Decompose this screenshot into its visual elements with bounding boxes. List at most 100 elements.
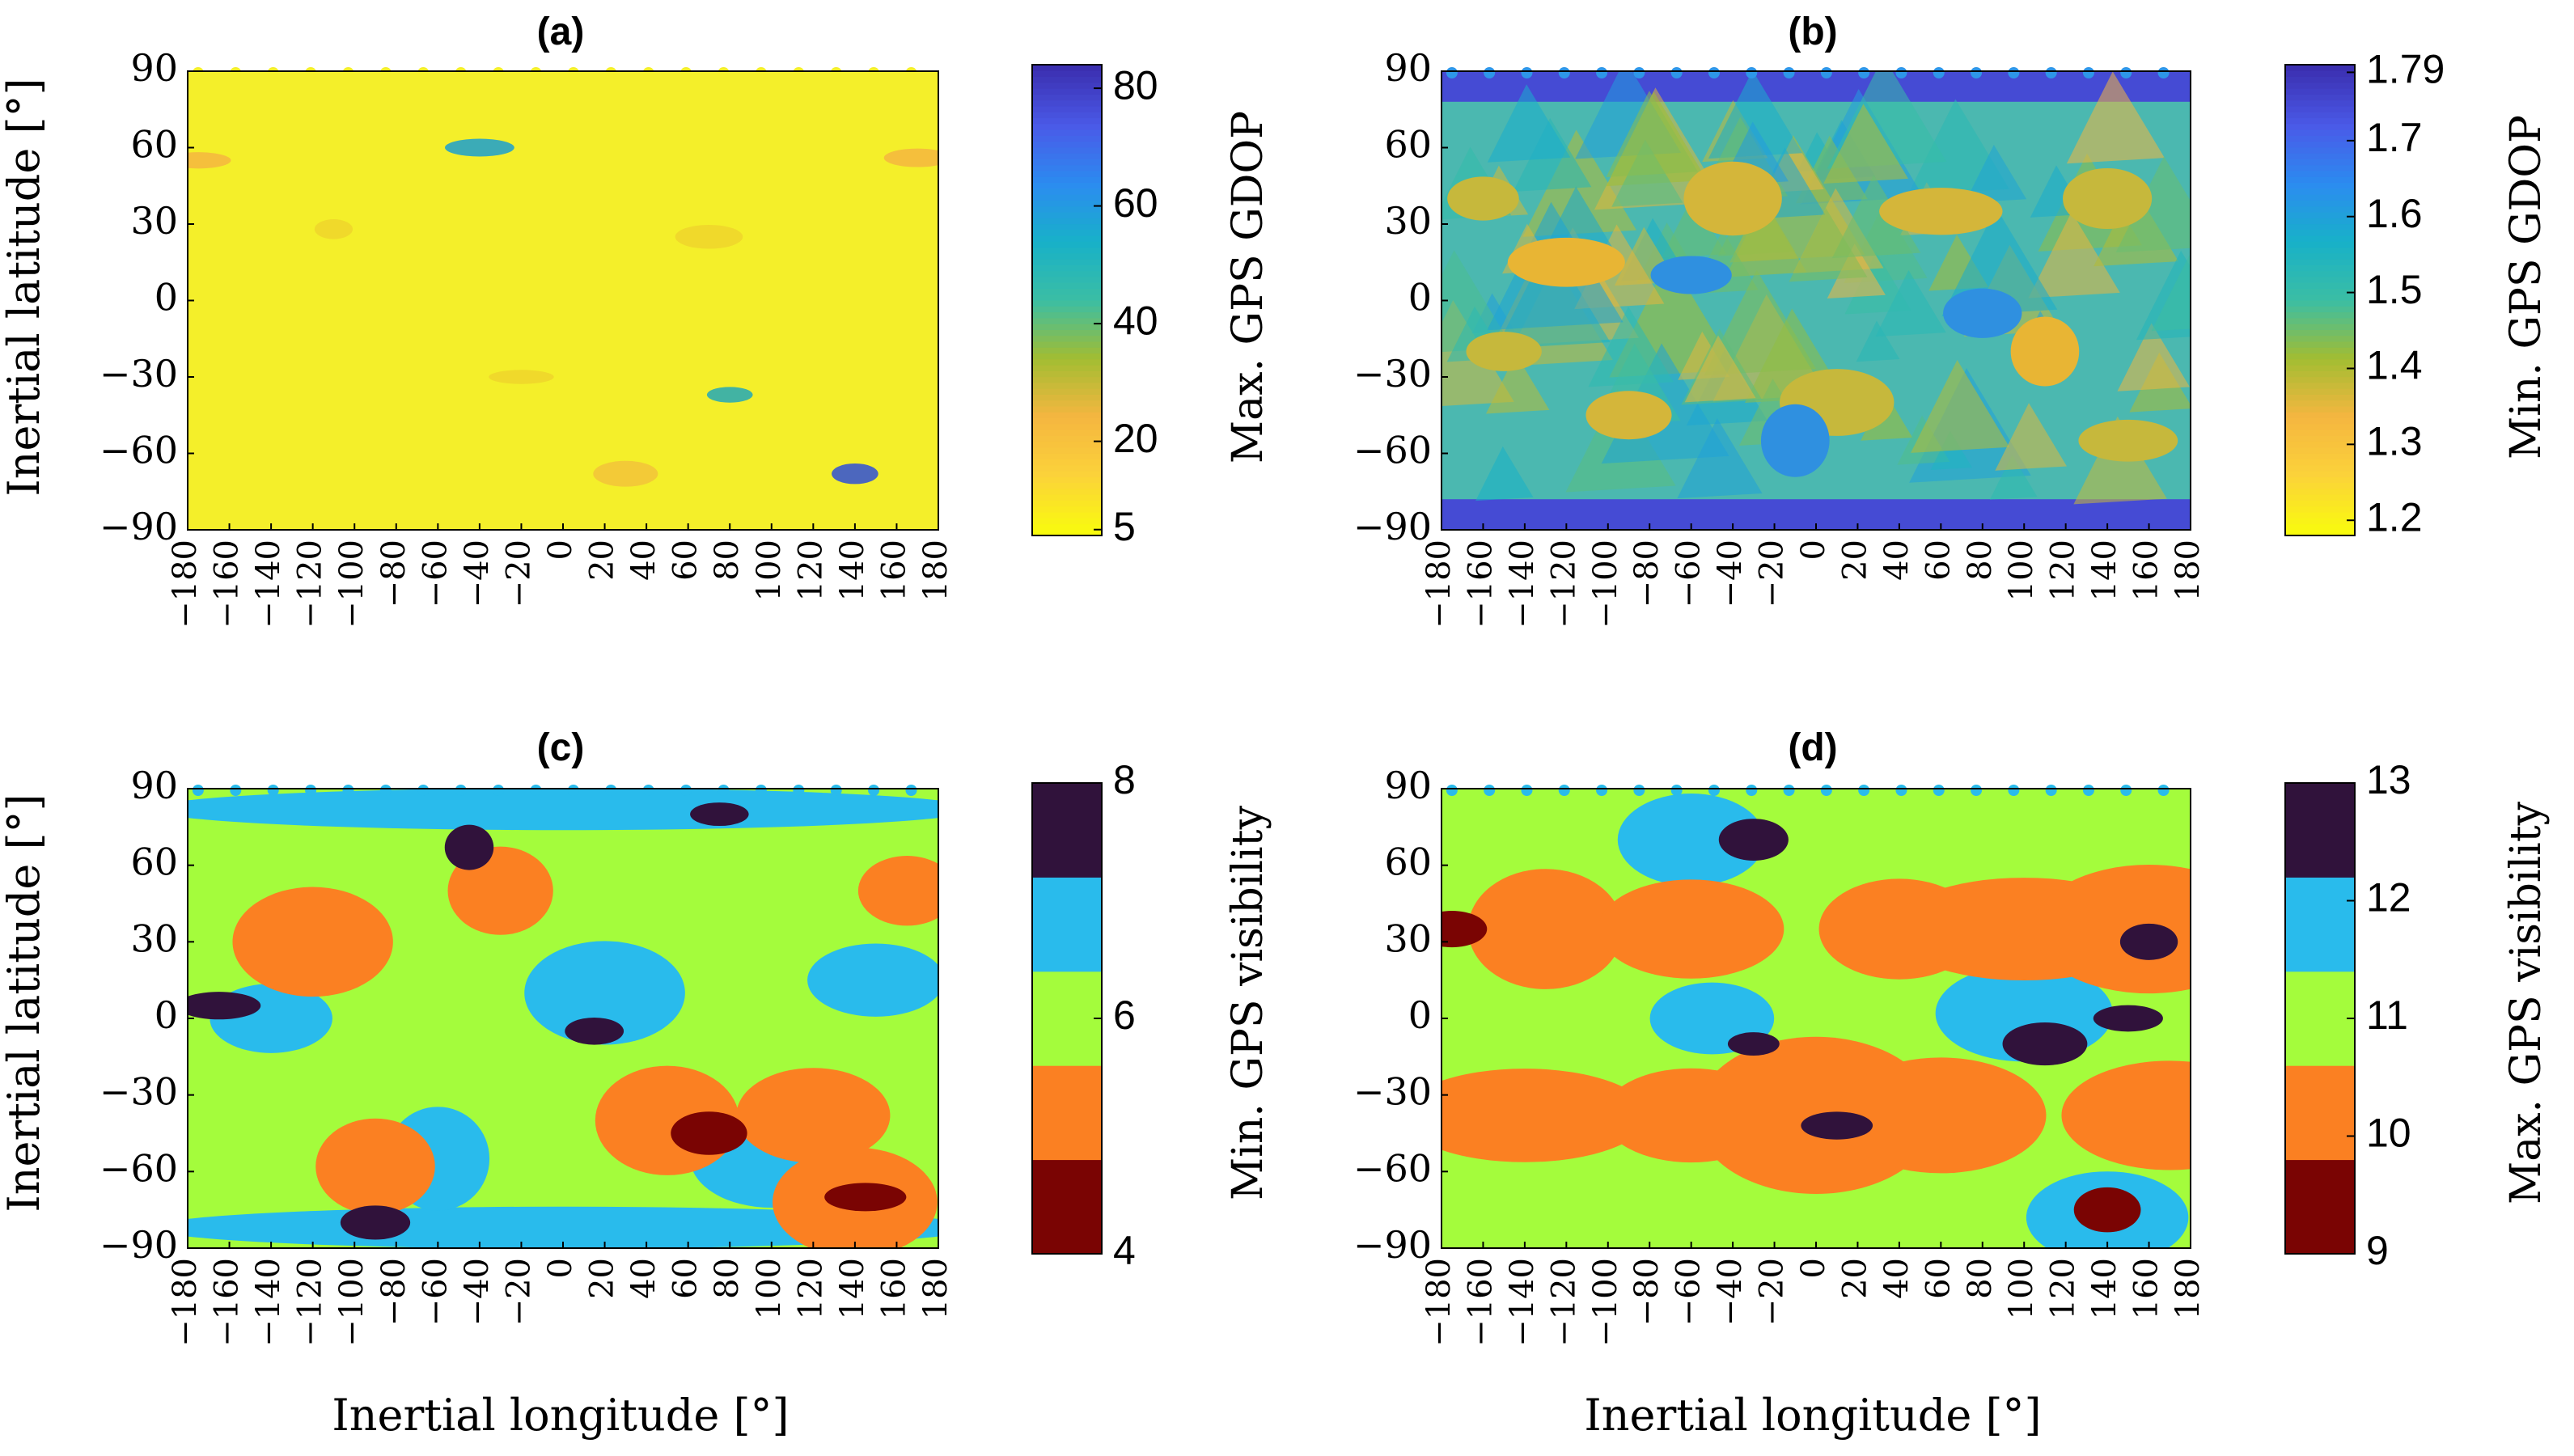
heatmap-region <box>1598 879 1784 979</box>
heatmap-region <box>1507 237 1625 287</box>
heatmap-region <box>671 1111 747 1155</box>
x-tick-label: 40 <box>625 1258 663 1299</box>
colorbar-segment <box>1032 200 1102 207</box>
y-tick-label: 0 <box>1408 993 1432 1037</box>
heatmap-cell <box>1588 307 1674 387</box>
x-tick-label: 20 <box>1836 540 1873 581</box>
border-point <box>1895 785 1907 796</box>
x-tick-label: 120 <box>2045 540 2082 601</box>
colorbar-segment <box>2285 400 2355 407</box>
colorbar-segment <box>2285 388 2355 395</box>
heatmap-region <box>188 992 261 1020</box>
x-tick-label: −180 <box>1420 540 1458 629</box>
x-tick-label: −180 <box>167 1258 204 1347</box>
heatmap-cell <box>2066 71 2165 164</box>
panel-c-title: (c) <box>537 726 585 769</box>
colorbar-segment <box>1032 82 1102 89</box>
colorbar-segment <box>1032 347 1102 354</box>
colorbar-tick-label: 1.2 <box>2366 494 2423 540</box>
panel-d-colorbar: 13 12 11 10 9 <box>2284 757 2411 1273</box>
panel-d-y-ticks: 90 60 30 0 −30 −60 −90 <box>1353 764 1448 1267</box>
border-point <box>1858 67 1870 78</box>
colorbar-tick-label: 10 <box>2366 1111 2411 1156</box>
heatmap-cell <box>2117 323 2190 392</box>
x-tick-label: −120 <box>292 1258 329 1347</box>
border-point <box>1558 67 1570 78</box>
heatmap-region <box>524 941 685 1045</box>
border-point <box>530 785 542 796</box>
x-tick-label: 160 <box>2128 540 2165 601</box>
heatmap-cell <box>1941 207 2058 317</box>
x-tick-label: −100 <box>1587 1258 1624 1347</box>
colorbar-tick-label: 1.5 <box>2366 267 2423 312</box>
heatmap-region <box>340 1205 411 1240</box>
x-tick-label: 140 <box>2086 1258 2123 1319</box>
border-point <box>793 67 805 78</box>
panel-c: (c) −180 −160 −140 −120 −100 −80 −60 −40 −20 0 20 4… <box>0 726 1272 1441</box>
colorbar-tick-label: 1.79 <box>2366 47 2445 92</box>
heatmap-region <box>2073 1187 2141 1233</box>
colorbar-segment <box>2285 482 2355 489</box>
border-point <box>605 67 617 78</box>
colorbar-segment <box>2285 1065 2355 1161</box>
heatmap-region <box>188 789 938 831</box>
panel-b-heatmap <box>1441 67 2191 531</box>
x-tick-label: −160 <box>1462 1258 1499 1347</box>
colorbar-segment <box>1032 294 1102 301</box>
x-tick-label: 160 <box>875 540 912 601</box>
border-point <box>1521 785 1533 796</box>
colorbar-segment <box>2285 235 2355 242</box>
colorbar-segment <box>1032 470 1102 477</box>
colorbar-segment <box>2285 329 2355 336</box>
panel-d-x-ticks: −180 −160 −140 −120 −100 −80 −60 −40 −20 0 20 40 60 8… <box>1420 1242 2207 1347</box>
border-point <box>1670 67 1683 78</box>
heatmap-region <box>1879 188 2003 235</box>
x-tick-label: −100 <box>1587 540 1624 629</box>
colorbar-segment <box>2285 459 2355 466</box>
panel-d: (d) −180 −160 −140 −120 −100 −80 −60 −40 −20 0 20 4… <box>1353 726 2551 1441</box>
border-point <box>267 785 279 796</box>
border-point <box>2120 785 2132 796</box>
colorbar-segment <box>1032 94 1102 101</box>
colorbar-segment <box>2285 123 2355 130</box>
colorbar-tick-label: 8 <box>1113 757 1136 802</box>
heatmap-region <box>807 943 938 1017</box>
heatmap-cell <box>1677 418 1763 499</box>
colorbar-frame <box>2284 64 2356 536</box>
border-point <box>1633 785 1645 796</box>
colorbar-segment <box>1032 971 1102 1066</box>
colorbar-segment <box>1032 176 1102 184</box>
x-tick-label: 180 <box>2170 540 2207 601</box>
colorbar-segment <box>1032 141 1102 148</box>
border-point <box>680 67 692 78</box>
heatmap-region <box>1617 793 1765 887</box>
x-tick-label: 180 <box>917 540 955 601</box>
x-tick-label: 100 <box>751 540 788 601</box>
colorbar-segment <box>1032 405 1102 413</box>
heatmap-cell <box>1875 269 1946 337</box>
x-tick-label: −80 <box>1628 540 1666 607</box>
border-point <box>192 67 204 78</box>
heatmap-cell <box>1475 446 1534 502</box>
panel-c-colorbar-label: Min. GPS visibility <box>1224 805 1272 1200</box>
colorbar-segment <box>1032 205 1102 213</box>
border-point <box>342 67 354 78</box>
x-tick-label: 80 <box>1962 1258 1999 1299</box>
y-tick-label: −90 <box>1353 505 1432 548</box>
x-tick-label: −120 <box>1545 1258 1582 1347</box>
colorbar-segment <box>2285 99 2355 107</box>
colorbar-tick-label: 11 <box>2366 993 2408 1038</box>
x-tick-label: 60 <box>667 540 705 581</box>
panel-d-heatmap <box>1441 785 2191 1249</box>
colorbar-segment <box>1032 117 1102 125</box>
border-point <box>1746 67 1758 78</box>
colorbar-segment <box>1032 105 1102 112</box>
colorbar-segment <box>2285 523 2355 531</box>
colorbar-segment <box>2285 423 2355 430</box>
border-point <box>1708 785 1720 796</box>
colorbar-segment <box>1032 523 1102 531</box>
border-point <box>2082 67 2094 78</box>
border-point <box>230 67 242 78</box>
colorbar-segment <box>1032 182 1102 189</box>
x-tick-label: −40 <box>459 1258 496 1326</box>
